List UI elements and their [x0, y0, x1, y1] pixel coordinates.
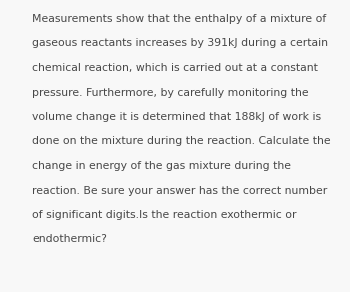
Text: Measurements show that the enthalpy of a mixture of: Measurements show that the enthalpy of a…	[32, 14, 326, 24]
Text: volume change it is determined that 188kJ of work is: volume change it is determined that 188k…	[32, 112, 321, 122]
Text: pressure. Furthermore, by carefully monitoring the: pressure. Furthermore, by carefully moni…	[32, 88, 309, 98]
Text: change in energy of the gas mixture during the: change in energy of the gas mixture duri…	[32, 161, 291, 171]
Text: endothermic?: endothermic?	[32, 234, 107, 244]
Text: gaseous reactants increases by 391kJ during a certain: gaseous reactants increases by 391kJ dur…	[32, 39, 328, 48]
Text: done on the mixture during the reaction. Calculate the: done on the mixture during the reaction.…	[32, 136, 331, 147]
Text: chemical reaction, which is carried out at a constant: chemical reaction, which is carried out …	[32, 63, 318, 73]
Text: of significant digits.Is the reaction exothermic or: of significant digits.Is the reaction ex…	[32, 210, 296, 220]
Text: reaction. Be sure your answer has the correct number: reaction. Be sure your answer has the co…	[32, 185, 327, 196]
